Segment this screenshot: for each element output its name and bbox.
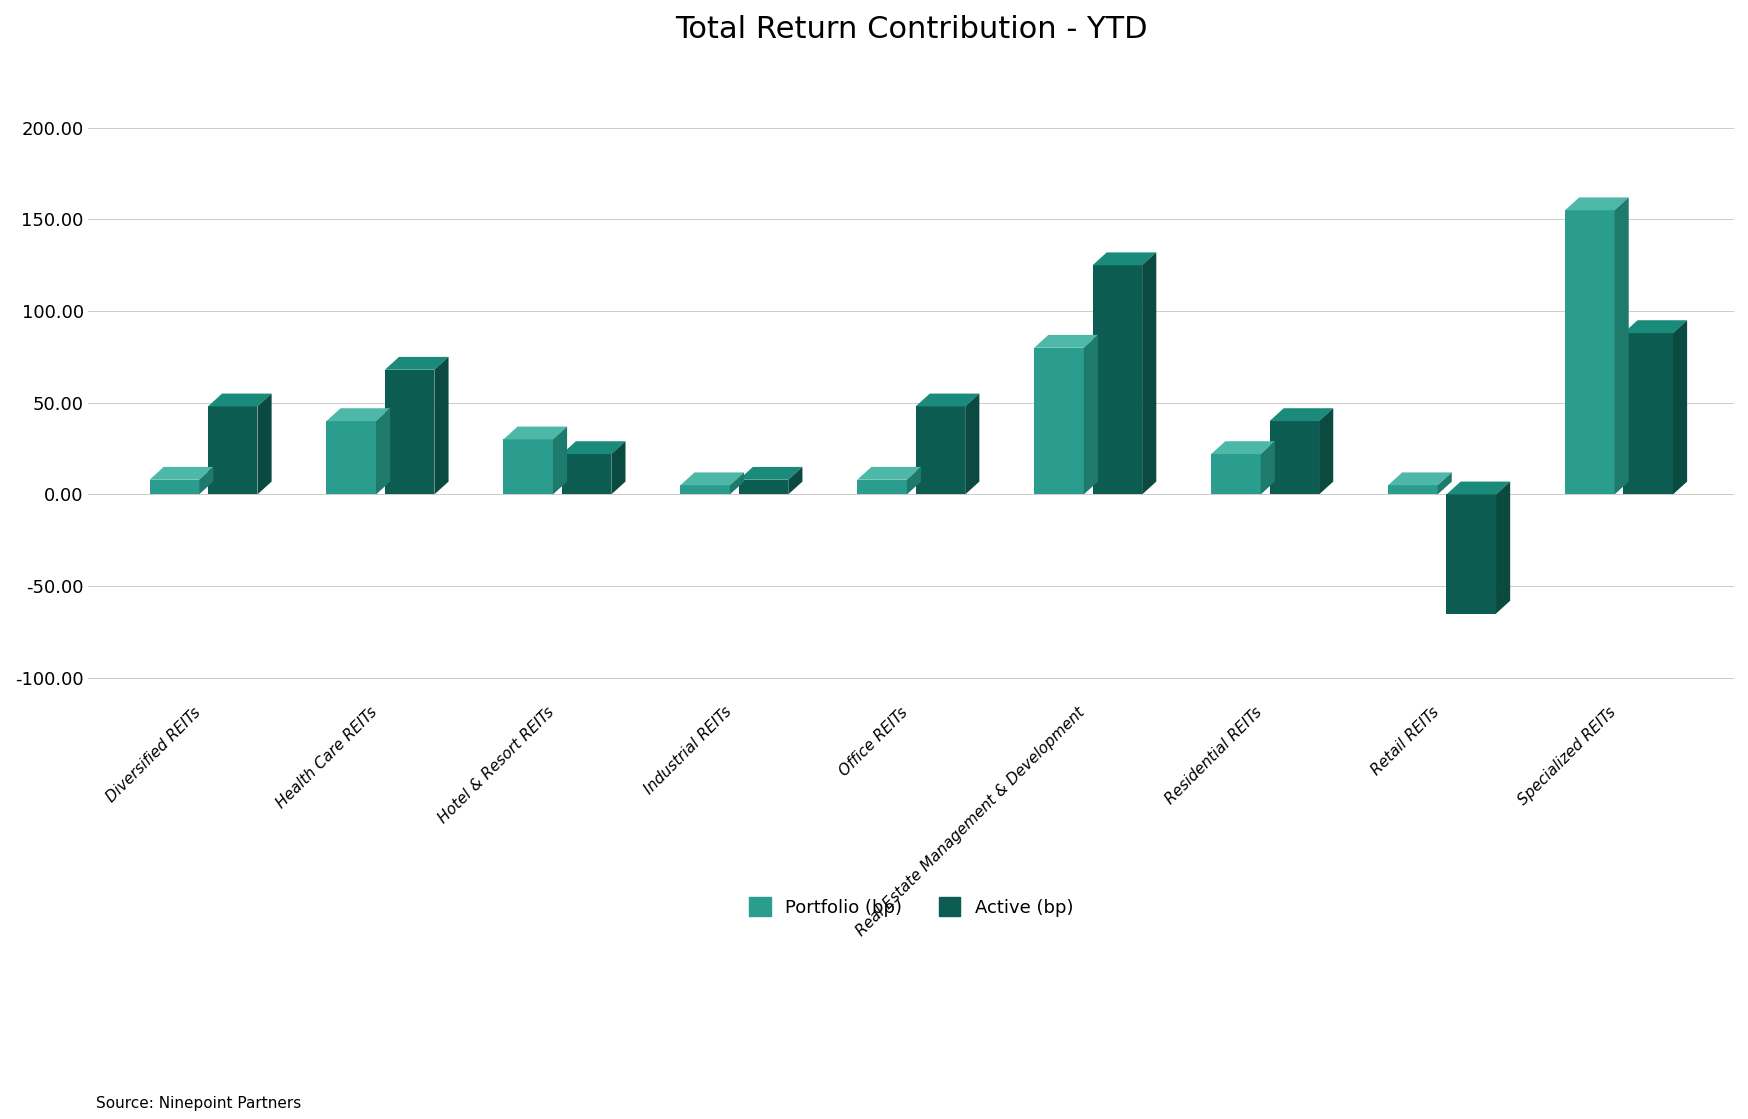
Polygon shape	[1673, 320, 1687, 495]
Polygon shape	[905, 467, 921, 495]
Polygon shape	[1033, 335, 1098, 348]
Polygon shape	[503, 426, 566, 440]
Bar	[916, 406, 965, 495]
Bar	[503, 440, 552, 495]
Polygon shape	[1613, 197, 1627, 495]
Bar	[1622, 333, 1673, 495]
Polygon shape	[612, 441, 626, 495]
Polygon shape	[434, 357, 447, 495]
Polygon shape	[965, 394, 979, 495]
Legend: Portfolio (bp), Active (bp): Portfolio (bp), Active (bp)	[741, 890, 1080, 924]
Bar	[1092, 265, 1141, 495]
Polygon shape	[1446, 481, 1509, 495]
Bar	[208, 406, 257, 495]
Polygon shape	[199, 467, 213, 495]
Bar	[327, 421, 376, 495]
Bar	[680, 486, 729, 495]
Polygon shape	[1437, 472, 1451, 495]
Polygon shape	[1260, 441, 1274, 495]
Polygon shape	[149, 467, 213, 480]
Bar	[561, 454, 612, 495]
Bar	[149, 480, 199, 495]
Polygon shape	[1564, 197, 1627, 210]
Bar	[1564, 210, 1613, 495]
Bar	[385, 369, 434, 495]
Polygon shape	[916, 394, 979, 406]
Polygon shape	[788, 467, 802, 495]
Text: Source: Ninepoint Partners: Source: Ninepoint Partners	[96, 1096, 301, 1111]
Polygon shape	[1084, 335, 1098, 495]
Polygon shape	[1388, 472, 1451, 486]
Polygon shape	[729, 472, 743, 495]
Polygon shape	[738, 467, 802, 480]
Polygon shape	[1622, 320, 1687, 333]
Polygon shape	[1092, 253, 1155, 265]
Bar	[738, 480, 788, 495]
Bar	[857, 480, 905, 495]
Polygon shape	[1141, 253, 1155, 495]
Polygon shape	[857, 467, 921, 480]
Polygon shape	[208, 394, 271, 406]
Polygon shape	[680, 472, 743, 486]
Polygon shape	[376, 408, 390, 495]
Polygon shape	[552, 426, 566, 495]
Polygon shape	[1269, 408, 1332, 421]
Polygon shape	[1495, 481, 1509, 613]
Bar	[1388, 486, 1437, 495]
Title: Total Return Contribution - YTD: Total Return Contribution - YTD	[675, 15, 1147, 44]
Bar	[1033, 348, 1084, 495]
Bar	[1446, 495, 1495, 613]
Bar	[1269, 421, 1318, 495]
Polygon shape	[327, 408, 390, 421]
Polygon shape	[385, 357, 447, 369]
Polygon shape	[1318, 408, 1332, 495]
Polygon shape	[257, 394, 271, 495]
Polygon shape	[561, 441, 626, 454]
Bar	[1210, 454, 1260, 495]
Polygon shape	[1210, 441, 1274, 454]
